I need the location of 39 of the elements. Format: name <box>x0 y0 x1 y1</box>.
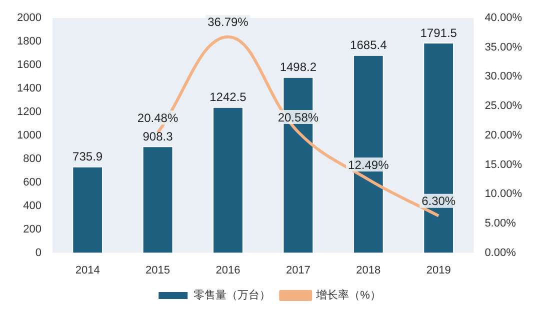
data-label: 36.79% <box>208 15 249 30</box>
x-tick-label: 2018 <box>356 264 381 276</box>
y2-tick-label: 35.00% <box>484 41 522 54</box>
data-label: 1242.5 <box>210 90 247 104</box>
y-tick-label: 400 <box>23 200 42 212</box>
x-tick-label: 2015 <box>146 264 170 276</box>
data-label: 20.48% <box>137 110 178 125</box>
y2-tick-label: 40.00% <box>484 12 522 24</box>
y-tick-label: 0 <box>35 246 42 259</box>
y-tick-label: 1400 <box>16 82 42 94</box>
y2-tick-label: 15.00% <box>484 158 522 171</box>
y-tick-label: 1200 <box>16 106 42 118</box>
data-label: 12.49% <box>348 158 390 172</box>
y2-tick-label: 5.00% <box>484 217 516 230</box>
x-tick-label: 2016 <box>216 264 240 276</box>
y-tick-label: 1800 <box>16 36 42 48</box>
y2-tick-label: 0.00% <box>484 246 516 259</box>
data-label: 6.30% <box>422 194 456 208</box>
y2-tick-label: 10.00% <box>484 188 522 200</box>
data-label: 1685.4 <box>350 38 388 52</box>
data-label: 1791.5 <box>420 26 458 40</box>
y-tick-label: 800 <box>23 152 42 165</box>
data-label: 908.3 <box>142 129 174 144</box>
x-tick-label: 2014 <box>75 264 100 276</box>
y-tick-label: 2000 <box>16 12 42 24</box>
data-label: 735.9 <box>72 150 103 164</box>
y-tick-label: 600 <box>23 176 42 188</box>
y2-tick-label: 30.00% <box>484 70 522 83</box>
data-label: 1498.2 <box>280 60 317 74</box>
y-tick-label: 1600 <box>16 58 42 71</box>
x-tick-label: 2019 <box>426 264 451 276</box>
data-label: 20.58% <box>278 110 319 124</box>
legend-label: 零售量（万台） <box>194 288 271 302</box>
y-tick-label: 1000 <box>16 129 42 142</box>
y2-tick-label: 25.00% <box>484 100 522 112</box>
y2-tick-label: 20.00% <box>484 129 522 142</box>
legend-label: 增长率（%） <box>315 288 381 302</box>
y-tick-label: 200 <box>23 223 42 236</box>
x-tick-label: 2017 <box>286 264 310 276</box>
